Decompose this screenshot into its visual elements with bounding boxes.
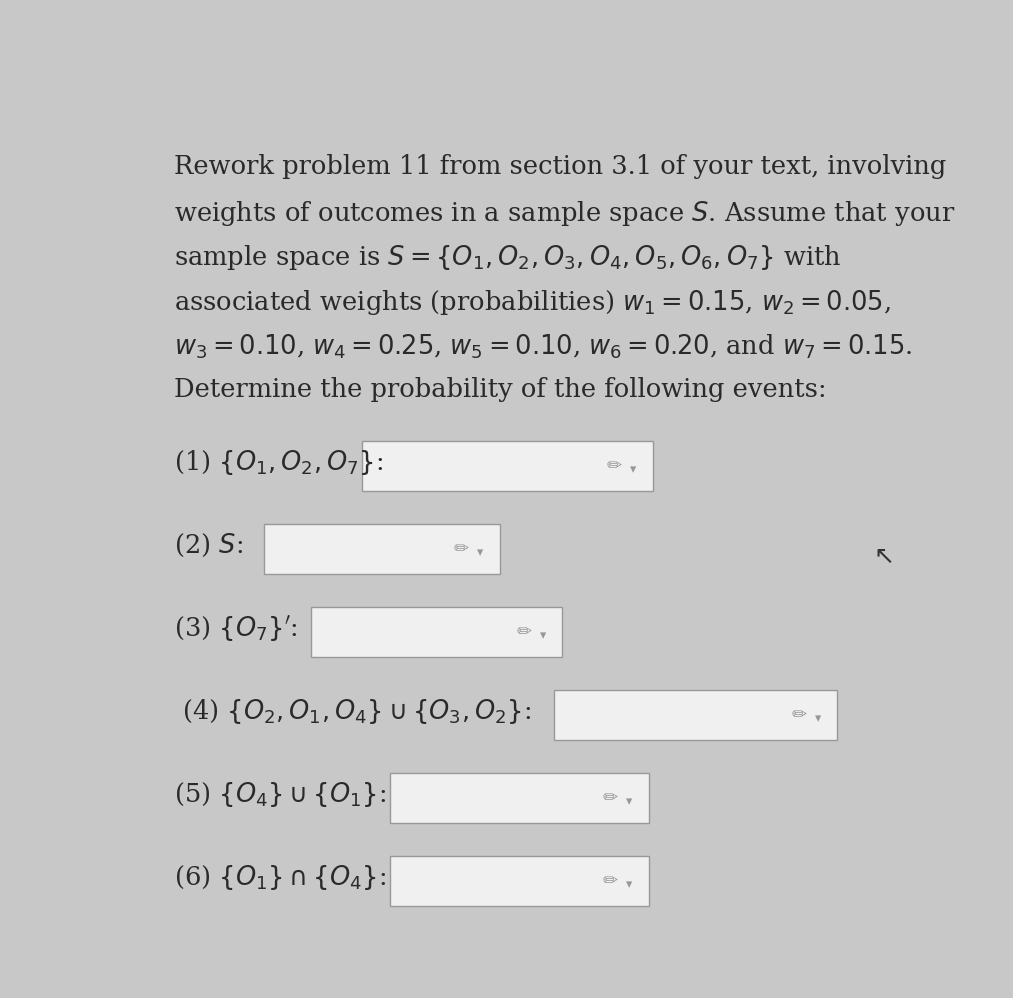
Text: ✏: ✏ [454, 540, 469, 558]
Bar [390, 773, 648, 823]
Text: (4) $\{O_2, O_1, O_4\} \cup \{O_3, O_2\}$:: (4) $\{O_2, O_1, O_4\} \cup \{O_3, O_2\}… [181, 697, 531, 726]
Text: ✏: ✏ [791, 706, 806, 724]
Text: sample space is $S = \{O_1, O_2, O_3, O_4, O_5, O_6, O_7\}$ with: sample space is $S = \{O_1, O_2, O_3, O_… [174, 244, 841, 272]
Text: $w_3 = 0.10$, $w_4 = 0.25$, $w_5 = 0.10$, $w_6 = 0.20$, and $w_7 = 0.15$.: $w_3 = 0.10$, $w_4 = 0.25$, $w_5 = 0.10$… [174, 332, 912, 361]
Text: (5) $\{O_4\} \cup \{O_1\}$:: (5) $\{O_4\} \cup \{O_1\}$: [174, 779, 386, 808]
Text: ▾: ▾ [814, 713, 822, 726]
Bar [311, 607, 562, 657]
Bar [264, 524, 499, 574]
Text: ✏: ✏ [603, 872, 618, 890]
Text: ▾: ▾ [626, 795, 633, 808]
Bar [390, 856, 648, 906]
Text: associated weights (probabilities) $w_1 = 0.15$, $w_2 = 0.05$,: associated weights (probabilities) $w_1 … [174, 288, 890, 317]
Text: ▾: ▾ [477, 546, 483, 559]
Text: ▾: ▾ [540, 630, 546, 643]
Text: ↖: ↖ [874, 545, 894, 569]
Bar [363, 441, 652, 491]
Text: ▾: ▾ [630, 463, 636, 476]
Text: ✏: ✏ [517, 623, 532, 641]
Text: (2) $S$:: (2) $S$: [174, 532, 243, 559]
Text: ✏: ✏ [603, 789, 618, 807]
Text: weights of outcomes in a sample space $S$. Assume that your: weights of outcomes in a sample space $S… [174, 199, 955, 228]
Text: (1) $\{O_1, O_2, O_7\}$:: (1) $\{O_1, O_2, O_7\}$: [174, 448, 383, 477]
Text: Determine the probability of the following events:: Determine the probability of the followi… [174, 377, 827, 402]
Text: (6) $\{O_1\} \cap \{O_4\}$:: (6) $\{O_1\} \cap \{O_4\}$: [174, 862, 386, 891]
Text: (3) $\{O_7\}'$:: (3) $\{O_7\}'$: [174, 613, 298, 643]
Text: Rework problem 11 from section 3.1 of your text, involving: Rework problem 11 from section 3.1 of yo… [174, 155, 946, 180]
Bar [554, 690, 837, 740]
Text: ▾: ▾ [626, 878, 633, 891]
Text: ✏: ✏ [607, 457, 622, 475]
